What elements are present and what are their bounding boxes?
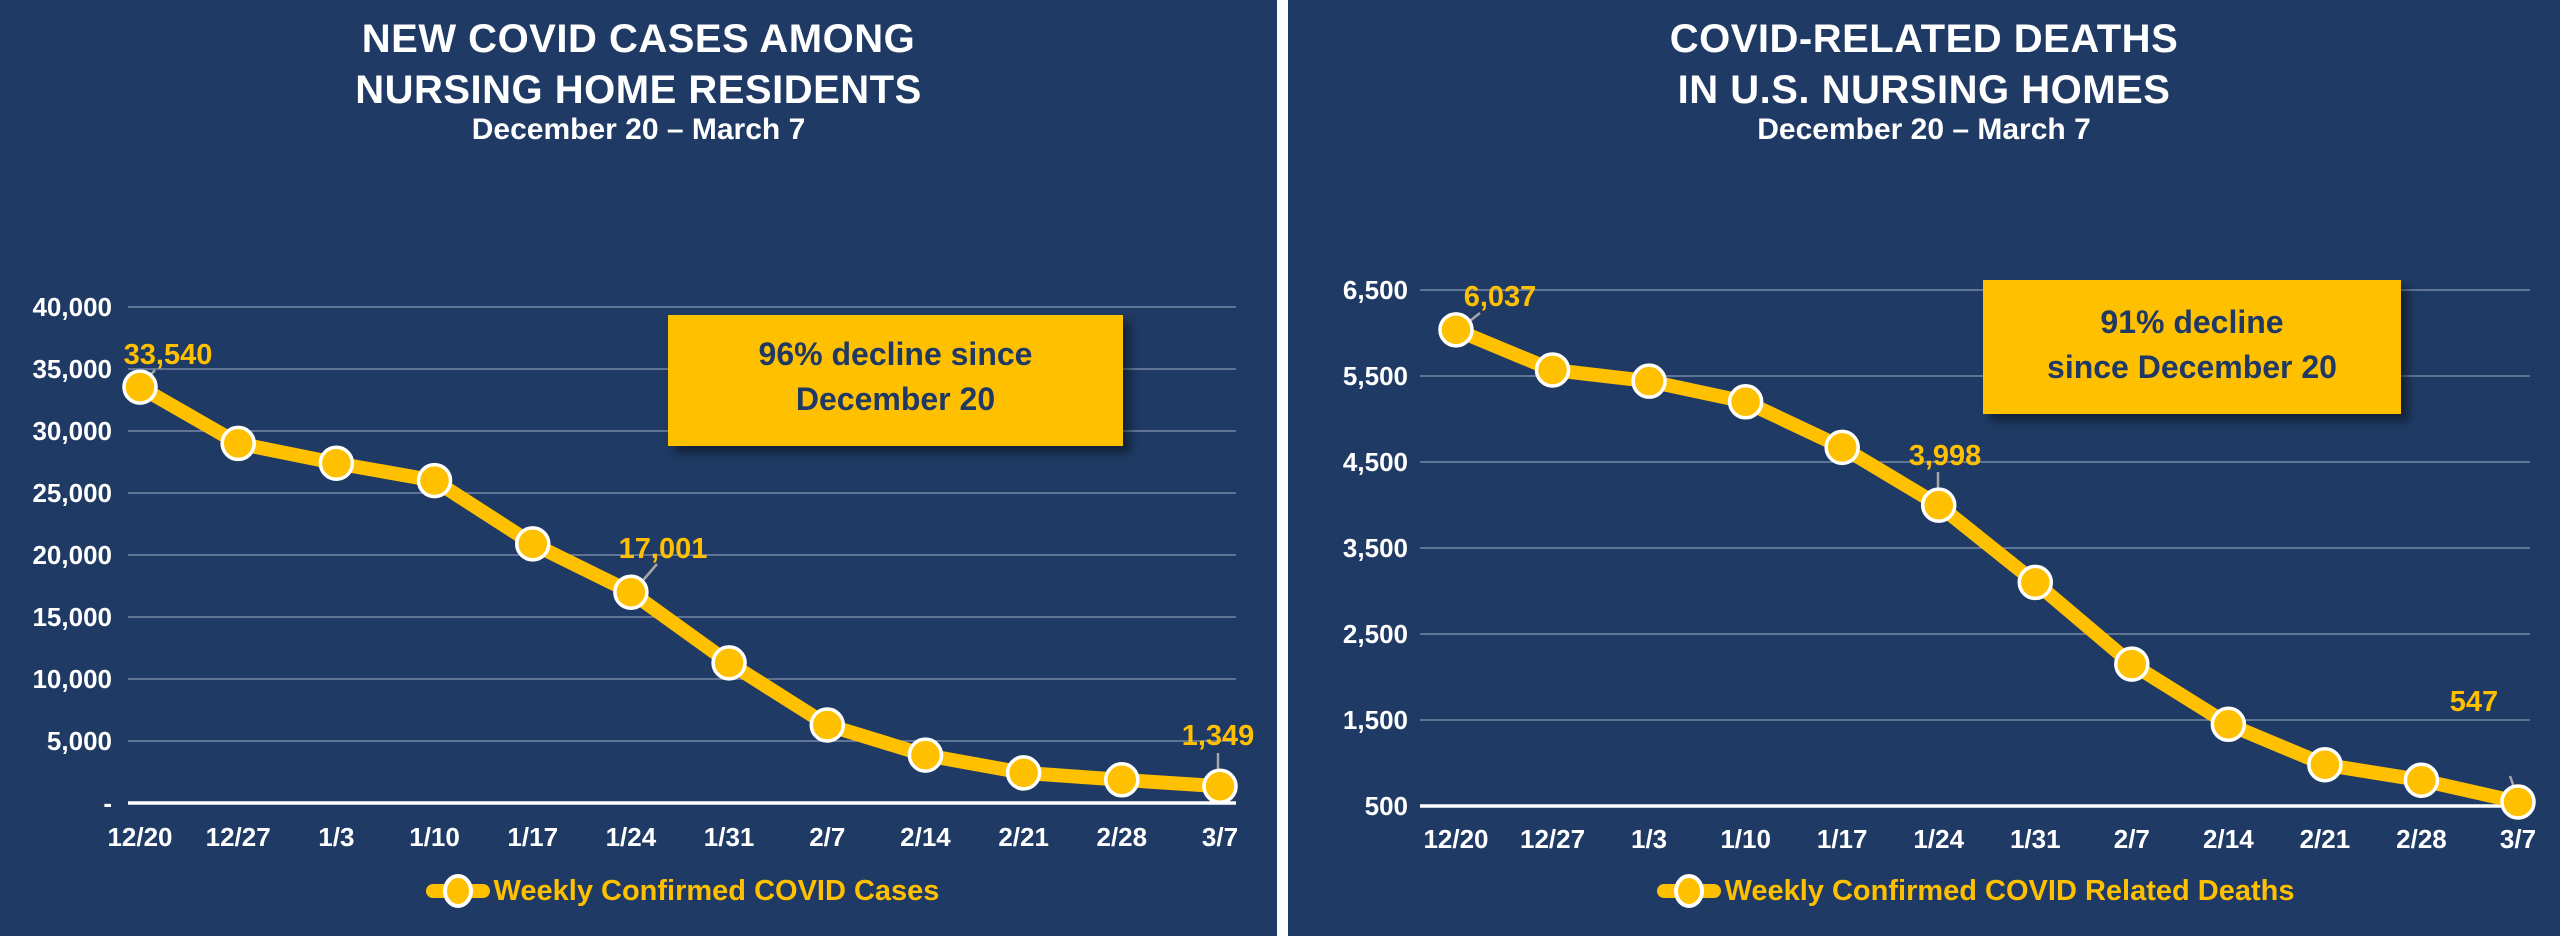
cases-chart-panel: NEW COVID CASES AMONG NURSING HOME RESID… — [0, 0, 1277, 936]
x-axis-tick-label: 2/28 — [1097, 822, 1148, 852]
cases-legend: Weekly Confirmed COVID Cases — [128, 872, 1236, 910]
x-axis-tick-label: 2/7 — [809, 822, 845, 852]
data-point-label: 33,540 — [124, 339, 213, 371]
cases-title-line-1: NEW COVID CASES AMONG — [361, 17, 916, 61]
x-axis-tick-label: 1/24 — [1913, 824, 1964, 854]
cases-title-line-2: NURSING HOME RESIDENTS — [355, 68, 922, 112]
y-axis-tick-label: 5,500 — [1343, 361, 1408, 391]
data-point — [1631, 363, 1667, 399]
deaths-callout-line-2: since December 20 — [2047, 349, 2337, 385]
x-axis-tick-label: 1/3 — [318, 822, 354, 852]
x-axis-tick-label: 12/20 — [107, 822, 172, 852]
data-point — [1534, 352, 1571, 388]
y-axis-tick-label: 500 — [1365, 791, 1408, 821]
data-point — [907, 737, 944, 773]
cases-decline-callout: 96% decline since December 20 — [668, 315, 1123, 446]
data-point — [613, 574, 649, 610]
legend-line-dot-marker-icon — [1656, 872, 1722, 910]
data-point — [1005, 755, 1042, 791]
x-axis-tick-label: 1/24 — [606, 822, 657, 852]
data-point — [711, 645, 747, 681]
cases-line-chart: 40,000 35,000 30,000 25,000 20,000 15,000 10,0… — [32, 292, 1255, 852]
y-axis-tick-label: 15,000 — [32, 602, 112, 632]
deaths-legend: Weekly Confirmed COVID Related Deaths — [1420, 872, 2530, 910]
deaths-legend-label: Weekly Confirmed COVID Related Deaths — [1724, 874, 2295, 907]
data-point — [416, 462, 453, 499]
data-point-label: 3,998 — [1909, 440, 1982, 472]
data-point — [2403, 762, 2440, 798]
x-axis-tick-label: 1/10 — [1720, 824, 1771, 854]
cases-legend-label: Weekly Confirmed COVID Cases — [493, 874, 940, 907]
legend-line-dot-marker-icon — [425, 872, 491, 910]
x-axis-tick-label: 2/21 — [2300, 824, 2351, 854]
x-axis-tick-label: 2/14 — [900, 822, 951, 852]
y-axis-tick-label: 6,500 — [1343, 275, 1408, 305]
x-axis-tick-label: 2/7 — [2114, 824, 2150, 854]
cases-callout-line-2: December 20 — [795, 381, 996, 417]
data-point — [1438, 312, 1474, 348]
y-axis-tick-label: - — [103, 788, 112, 818]
cases-chart-title: NEW COVID CASES AMONG NURSING HOME RESID… — [0, 14, 1277, 116]
x-axis-tick-label: 1/17 — [1817, 824, 1868, 854]
data-point-label: 547 — [2450, 686, 2498, 718]
data-point — [1920, 487, 1957, 523]
x-axis-tick-label: 1/31 — [704, 822, 755, 852]
x-axis-tick-label: 2/21 — [998, 822, 1049, 852]
x-axis-tick-label: 2/14 — [2203, 824, 2254, 854]
deaths-chart-title: COVID-RELATED DEATHS IN U.S. NURSING HOM… — [1288, 14, 2560, 116]
y-axis-tick-label: 35,000 — [32, 354, 112, 384]
cases-chart-subtitle: December 20 – March 7 — [471, 113, 806, 146]
data-point — [2114, 646, 2150, 682]
x-axis-tick-label: 12/20 — [1423, 824, 1488, 854]
y-axis-tick-label: 25,000 — [32, 478, 112, 508]
x-axis-tick-label: 2/28 — [2396, 824, 2447, 854]
deaths-chart-panel: COVID-RELATED DEATHS IN U.S. NURSING HOM… — [1288, 0, 2560, 936]
x-axis-tick-label: 1/17 — [507, 822, 558, 852]
data-point — [514, 526, 551, 562]
data-point — [2307, 746, 2343, 783]
data-point-label: 6,037 — [1464, 281, 1537, 313]
x-axis-tick-label: 12/27 — [206, 822, 271, 852]
data-point — [1727, 384, 1764, 420]
data-point — [809, 707, 846, 743]
x-axis-tick-label: 1/3 — [1631, 824, 1667, 854]
panel-divider — [1277, 0, 1288, 936]
y-axis-tick-label: 3,500 — [1343, 533, 1408, 563]
data-point — [2500, 784, 2536, 820]
y-axis-tick-label: 10,000 — [32, 664, 112, 694]
deaths-line-chart: 6,500 5,500 4,500 3,500 2,500 1,500 500 12/20 12… — [1343, 275, 2536, 854]
y-axis-tick-label: 40,000 — [32, 292, 112, 322]
data-point-label: 1,349 — [1182, 720, 1255, 752]
data-point — [122, 369, 158, 405]
y-axis-tick-label: 5,000 — [47, 726, 112, 756]
deaths-chart-subtitle: December 20 – March 7 — [1757, 113, 2091, 146]
y-axis-tick-label: 20,000 — [32, 540, 112, 570]
x-axis-tick-label: 3/7 — [2500, 824, 2536, 854]
y-axis-tick-label: 4,500 — [1343, 447, 1408, 477]
data-point-label: 17,001 — [619, 533, 708, 565]
data-point — [2017, 564, 2054, 601]
data-point — [2210, 706, 2247, 743]
deaths-title-line-2: IN U.S. NURSING HOMES — [1677, 68, 2171, 112]
cases-callout-line-1: 96% decline since — [758, 336, 1033, 372]
deaths-decline-callout: 91% decline since December 20 — [1983, 280, 2401, 414]
data-point — [1104, 762, 1140, 798]
data-point — [1202, 768, 1238, 805]
x-axis-tick-label: 12/27 — [1520, 824, 1585, 854]
x-axis-tick-label: 1/10 — [409, 822, 460, 852]
x-axis-tick-label: 3/7 — [1202, 822, 1238, 852]
deaths-title-line-1: COVID-RELATED DEATHS — [1669, 17, 2179, 61]
data-point — [220, 425, 256, 462]
deaths-callout-line-1: 91% decline — [2100, 304, 2284, 340]
y-axis-tick-label: 2,500 — [1343, 619, 1408, 649]
y-axis-tick-label: 1,500 — [1343, 705, 1408, 735]
x-axis-tick-label: 1/31 — [2010, 824, 2061, 854]
data-point — [1824, 429, 1860, 466]
trend-line — [133, 380, 1227, 794]
y-axis-tick-label: 30,000 — [32, 416, 112, 446]
data-point — [318, 445, 355, 481]
